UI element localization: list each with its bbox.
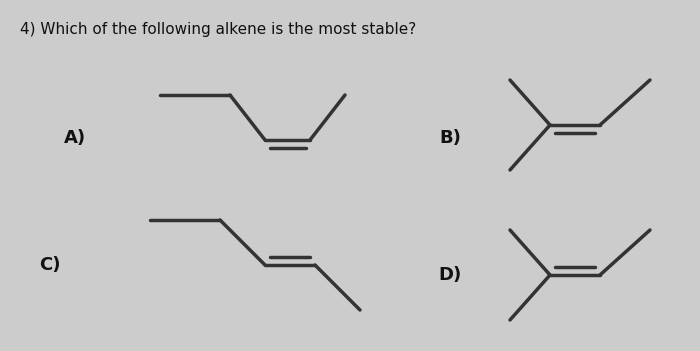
Text: C): C) xyxy=(39,256,61,274)
Text: A): A) xyxy=(64,129,86,147)
Text: D): D) xyxy=(438,266,461,284)
Text: B): B) xyxy=(439,129,461,147)
Text: 4) Which of the following alkene is the most stable?: 4) Which of the following alkene is the … xyxy=(20,22,416,37)
